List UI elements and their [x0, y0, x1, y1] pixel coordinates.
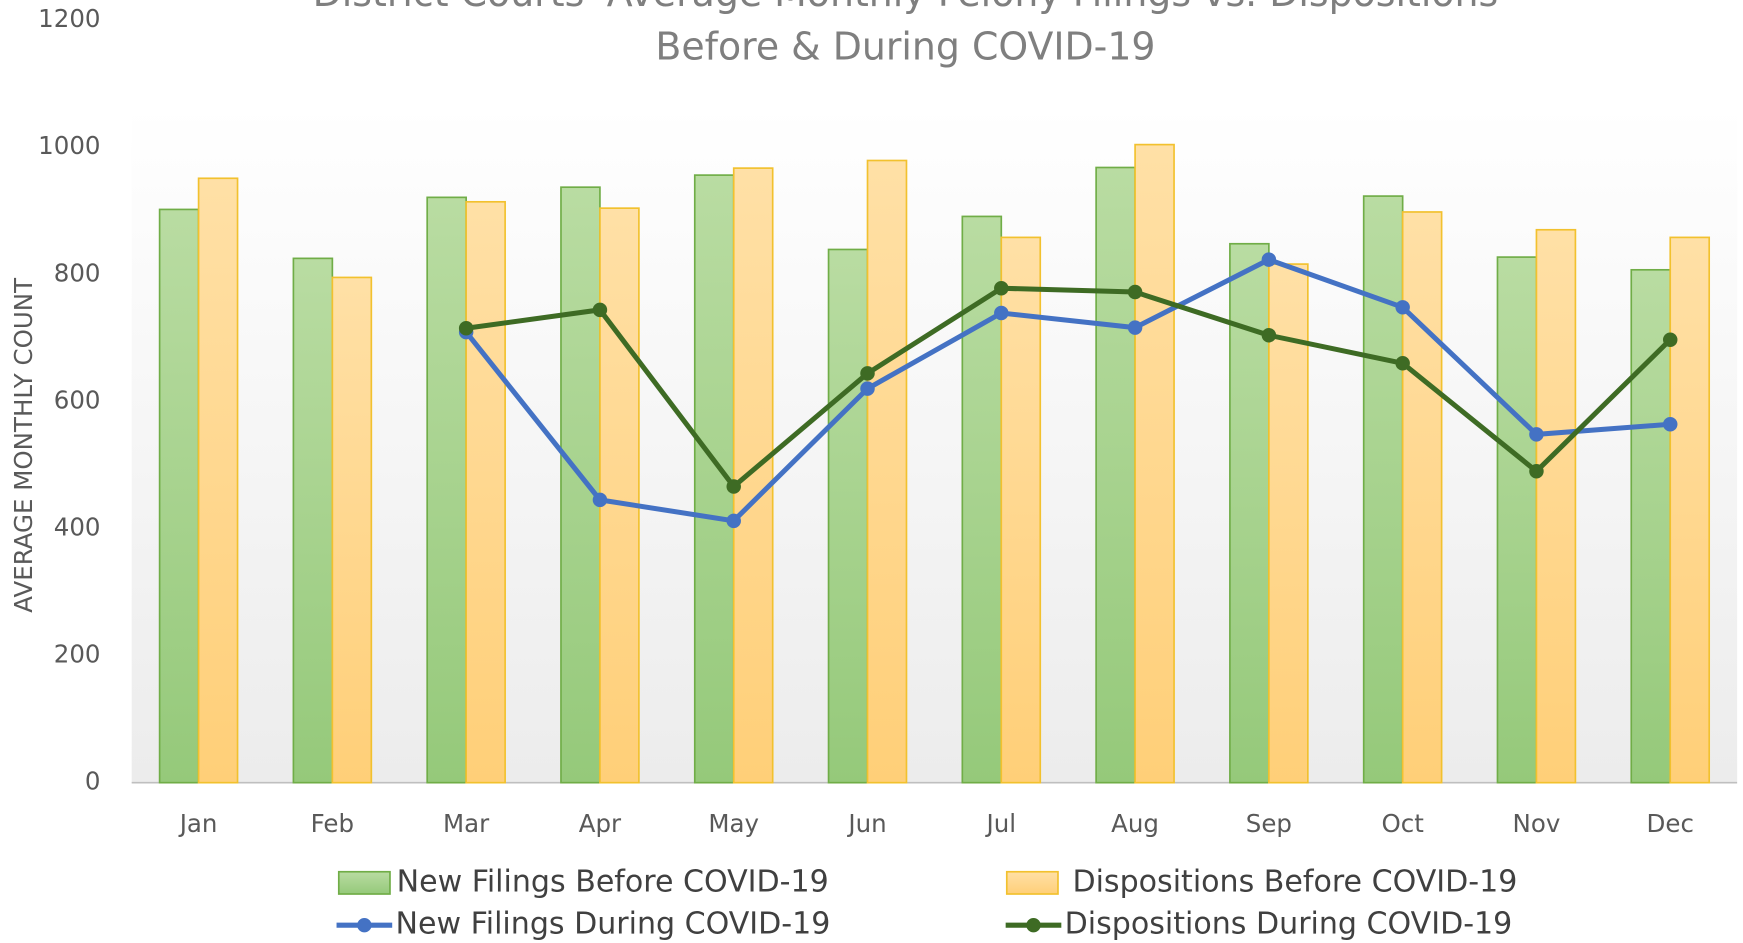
line-point: [592, 302, 608, 318]
bar: [1535, 228, 1577, 784]
bar: [1669, 236, 1711, 784]
x-tick-label: Dec: [1647, 809, 1694, 838]
line-point: [860, 381, 875, 396]
line-point: [1662, 332, 1678, 347]
y-tick-label: 400: [54, 512, 101, 541]
line-point: [1662, 417, 1678, 432]
legend-marker: [1026, 917, 1041, 933]
x-tick-label: Jun: [846, 809, 886, 838]
chart-subtitle: Before & During COVID-19: [655, 24, 1155, 68]
x-tick-label: Mar: [443, 809, 490, 838]
line-point: [994, 280, 1009, 296]
bar: [1268, 263, 1309, 784]
line-point: [1261, 252, 1277, 267]
bar: [866, 159, 908, 784]
bar: [292, 257, 334, 784]
y-tick-label: 0: [85, 767, 101, 796]
y-axis-label: AVERAGE MONTHLY COUNT: [9, 277, 38, 613]
line-point: [860, 366, 875, 381]
x-tick-label: Nov: [1513, 809, 1561, 838]
line: [464, 256, 1671, 524]
x-tick-label: Sep: [1246, 809, 1292, 838]
bar: [732, 167, 774, 784]
x-tick-label: May: [708, 809, 759, 838]
legend-label: New Filings During COVID-19: [396, 907, 831, 942]
legend-swatch: [1005, 870, 1059, 895]
line-point: [592, 492, 608, 508]
line: [465, 285, 1672, 491]
bar: [1134, 143, 1175, 784]
y-tick-label: 600: [54, 385, 101, 414]
bar: [465, 200, 506, 784]
bar: [197, 177, 239, 784]
bar: [1362, 195, 1404, 784]
x-tick-label: Aug: [1111, 809, 1159, 838]
line-point: [1127, 284, 1143, 300]
bar: [331, 276, 373, 784]
line-point: [1395, 355, 1410, 371]
x-tick-label: Feb: [311, 809, 354, 838]
bar: [1496, 256, 1538, 784]
bar: [158, 208, 200, 784]
line-point: [994, 305, 1009, 321]
line-point: [458, 321, 474, 336]
line-point: [726, 513, 741, 529]
legend-label: New Filings Before COVID-19: [397, 864, 829, 899]
x-tick-label: Jul: [985, 809, 1017, 838]
bar: [426, 196, 467, 784]
line-point: [1261, 328, 1277, 343]
legend-label: Dispositions Before COVID-19: [1072, 864, 1517, 899]
x-tick-label: Jan: [178, 809, 218, 838]
legend-label: Dispositions During COVID-19: [1065, 907, 1513, 942]
bar: [1095, 166, 1136, 784]
line-point: [1529, 464, 1544, 479]
line-point: [1127, 320, 1143, 335]
chart-title: District Courts' Average Monthly Felony …: [313, 0, 1499, 15]
bar: [1000, 236, 1042, 784]
plot-background: [131, 105, 1738, 783]
line-point: [1529, 427, 1544, 442]
y-tick-label: 1200: [38, 4, 100, 33]
y-tick-label: 800: [54, 258, 101, 287]
x-tick-label: Oct: [1381, 809, 1424, 838]
line-point: [726, 479, 741, 494]
bar: [827, 248, 869, 784]
y-tick-label: 1000: [38, 131, 100, 160]
line-point: [1395, 300, 1410, 315]
legend-marker: [357, 917, 372, 933]
bar: [560, 186, 601, 784]
legend-swatch: [337, 870, 391, 895]
x-tick-label: Apr: [579, 809, 622, 838]
y-tick-label: 200: [54, 640, 101, 669]
bar: [1401, 211, 1443, 784]
bar: [599, 207, 640, 784]
